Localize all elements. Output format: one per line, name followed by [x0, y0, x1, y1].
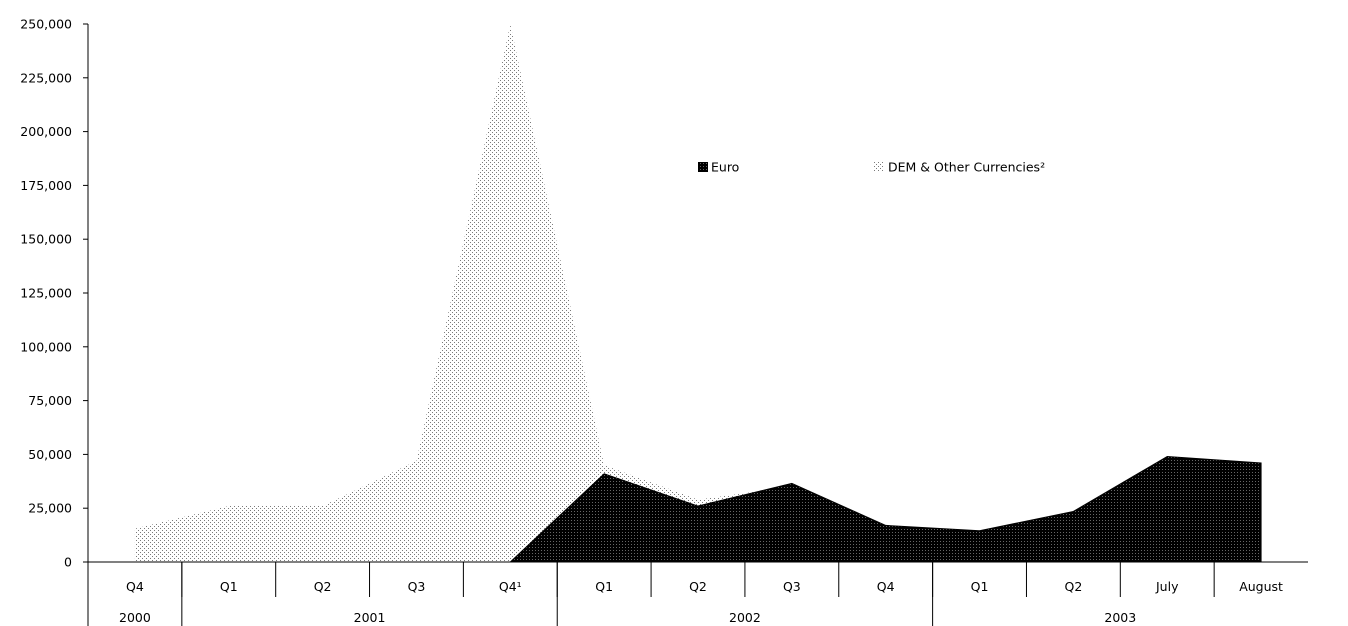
- y-tick-label: 75,000: [28, 393, 72, 408]
- legend-swatch-dem: [874, 162, 884, 172]
- x-year-label: 2000: [119, 610, 151, 625]
- legend-label-euro: Euro: [711, 160, 739, 175]
- plot-area: [134, 24, 1262, 563]
- y-tick-label: 0: [64, 555, 72, 570]
- x-tick-label: Q1: [220, 579, 238, 594]
- x-tick-label: Q4: [126, 579, 144, 594]
- x-tick-label: August: [1239, 579, 1283, 594]
- y-tick-label: 125,000: [20, 286, 72, 301]
- x-tick-label: Q3: [783, 579, 801, 594]
- area-euro: [509, 456, 1262, 563]
- x-tick-label: Q4: [877, 579, 895, 594]
- y-tick-label: 225,000: [20, 70, 72, 85]
- legend-swatch-euro: [698, 162, 708, 172]
- y-tick-label: 200,000: [20, 124, 72, 139]
- x-tick-label: Q1: [971, 579, 989, 594]
- x-tick-label: July: [1155, 579, 1179, 594]
- y-tick-label: 150,000: [20, 232, 72, 247]
- x-year-label: 2003: [1104, 610, 1136, 625]
- x-tick-label: Q1: [595, 579, 613, 594]
- x-tick-label: Q2: [314, 579, 332, 594]
- x-tick-label: Q2: [1064, 579, 1082, 594]
- x-tick-label: Q2: [689, 579, 707, 594]
- y-tick-label: 25,000: [28, 501, 72, 516]
- area-dem-other-currencies: [134, 24, 1262, 562]
- y-tick-label: 175,000: [20, 178, 72, 193]
- y-axis: 0 25,000 50,000 75,000 100,000 125,000 150,000…: [20, 17, 89, 570]
- x-axis: Q4 Q1 Q2 Q3 Q4¹ Q1 Q2 Q3 Q4 Q1 Q2 July August 2000 200…: [87, 561, 1308, 626]
- y-tick-label: 100,000: [20, 339, 72, 354]
- x-year-label: 2001: [354, 610, 386, 625]
- x-tick-label: Q4¹: [499, 579, 522, 594]
- y-tick-label: 50,000: [28, 447, 72, 462]
- legend-label-dem: DEM & Other Currencies²: [888, 160, 1045, 175]
- x-tick-label: Q3: [408, 579, 426, 594]
- legend: Euro DEM & Other Currencies²: [698, 160, 1045, 175]
- y-tick-label: 250,000: [20, 17, 72, 32]
- x-year-label: 2002: [729, 610, 761, 625]
